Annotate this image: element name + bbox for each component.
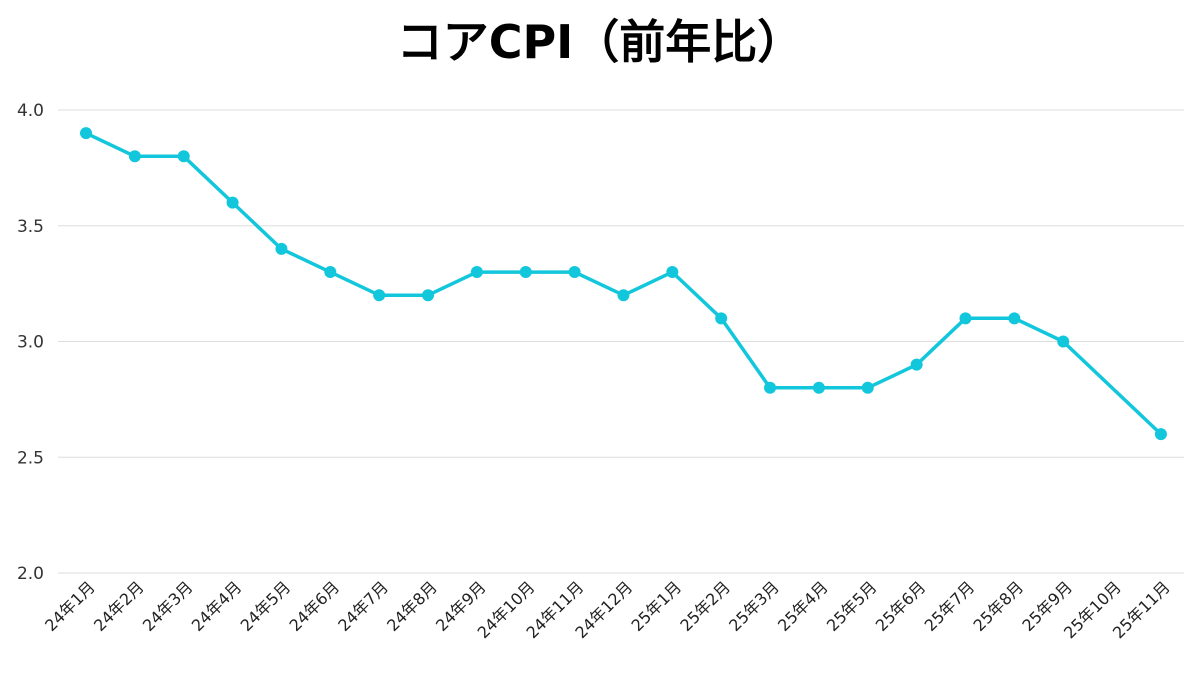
data-point [812,381,825,394]
data-point [470,266,483,279]
y-tick-label: 2.0 [17,564,44,584]
x-tick-label: 24年7月 [334,577,392,635]
x-tick-label: 24年1月 [41,577,99,635]
y-tick-label: 3.0 [17,333,44,353]
chart-title: コアCPI（前年比） [396,15,804,69]
x-tick-label: 25年2月 [676,577,734,635]
data-point [910,358,923,371]
series-line [85,131,1163,436]
x-tick-label: 24年6月 [285,577,343,635]
y-tick-label: 3.5 [17,217,44,237]
data-point [324,266,337,279]
x-tick-label: 25年3月 [725,577,783,635]
y-tick-label: 2.5 [17,448,44,468]
data-point [422,289,435,302]
x-tick-label: 25年7月 [921,577,979,635]
x-tick-label: 24年3月 [139,577,197,635]
x-tick-label: 25年1月 [627,577,685,635]
data-point [1057,335,1070,348]
x-tick-label: 25年5月 [823,577,881,635]
y-tick-label: 4.0 [17,101,44,121]
data-point [1154,428,1167,441]
x-tick-label: 24年8月 [383,577,441,635]
data-point [959,312,972,325]
data-point [275,242,288,255]
data-point [519,266,532,279]
data-point [226,196,239,209]
data-point [128,150,141,163]
data-point [568,266,581,279]
data-point [861,381,874,394]
data-point [80,127,92,140]
data-point [764,381,777,394]
data-point [177,150,190,163]
x-tick-label: 25年4月 [774,577,832,635]
data-point [373,289,386,302]
data-point [715,312,728,325]
data-point [666,266,679,279]
data-point [617,289,630,302]
x-tick-label: 24年2月 [90,577,148,635]
x-tick-label: 25年6月 [872,577,930,635]
x-tick-label: 24年5月 [237,577,295,635]
data-point [1008,312,1021,325]
x-tick-label: 25年8月 [970,577,1028,635]
x-tick-label: 24年4月 [188,577,246,635]
